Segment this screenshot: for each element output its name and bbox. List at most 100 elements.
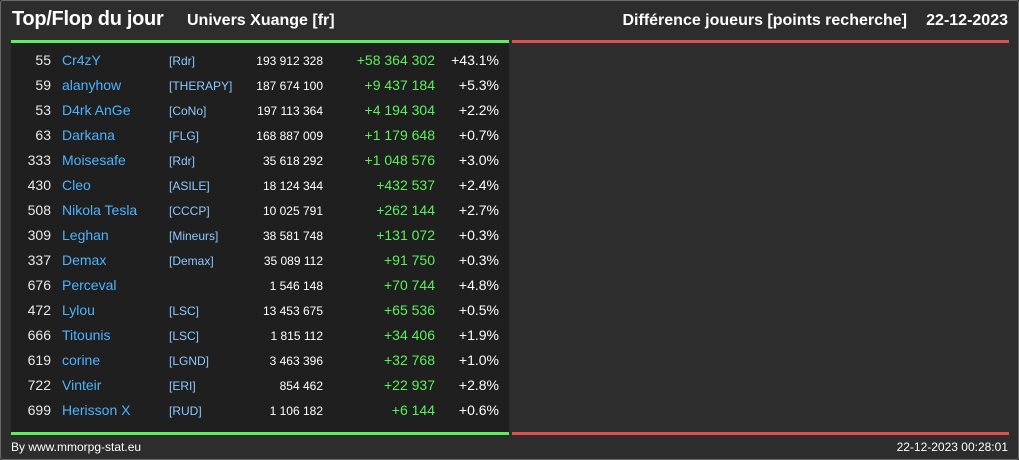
flop-panel-divider: [512, 40, 1009, 43]
top-panel-divider: [11, 40, 509, 43]
player-score: 3 463 396: [269, 354, 323, 368]
percent-change: +2.7%: [458, 202, 499, 218]
score-difference: +1 048 576: [364, 152, 435, 168]
alliance-tag[interactable]: [Rdr]: [169, 54, 196, 68]
player-rank: 53: [35, 102, 51, 118]
list-item: 619 corine [LGND] 3 463 396 +32 768 +1.0%: [11, 348, 509, 373]
list-item: 337 Demax [Demax] 35 089 112 +91 750 +0.3%: [11, 248, 509, 273]
score-difference: +91 750: [384, 252, 435, 268]
alliance-tag[interactable]: [THERAPY]: [169, 79, 233, 93]
score-difference: +262 144: [376, 202, 435, 218]
player-rank: 55: [35, 52, 51, 68]
score-difference: +22 937: [384, 377, 435, 393]
player-rank: 666: [27, 327, 51, 343]
list-item: 430 Cleo [ASILE] 18 124 344 +432 537 +2.4%: [11, 173, 509, 198]
alliance-tag[interactable]: [LGND]: [169, 354, 210, 368]
alliance-tag[interactable]: [CCCP]: [169, 204, 210, 218]
player-rank: 430: [27, 177, 51, 193]
list-item: 699 Herisson X [RUD] 1 106 182 +6 144 +0.6%: [11, 398, 509, 423]
list-item: 676 Perceval 1 546 148 +70 744 +4.8%: [11, 273, 509, 298]
score-difference: +32 768: [384, 352, 435, 368]
top-list: 55 Cr4zY [Rdr] 193 912 328 +58 364 302 +43.1%…: [11, 48, 509, 423]
alliance-tag[interactable]: [Demax]: [169, 254, 214, 268]
player-score: 1 815 112: [270, 329, 324, 343]
percent-change: +1.9%: [458, 327, 499, 343]
alliance-tag[interactable]: [ASILE]: [169, 179, 210, 193]
flop-panel-divider: [512, 432, 1009, 435]
percent-change: +2.8%: [458, 377, 499, 393]
percent-change: +0.3%: [458, 252, 499, 268]
alliance-tag[interactable]: [CoNo]: [169, 104, 207, 118]
top-panel-divider: [11, 432, 509, 435]
score-difference: +9 437 184: [364, 77, 435, 93]
player-name-link[interactable]: Leghan: [62, 227, 109, 243]
player-name-link[interactable]: Darkana: [62, 127, 115, 143]
player-score: 10 025 791: [262, 204, 323, 218]
player-score: 168 887 009: [256, 129, 323, 143]
alliance-tag[interactable]: [Rdr]: [169, 154, 196, 168]
score-difference: +70 744: [384, 277, 435, 293]
player-name-link[interactable]: Cr4zY: [62, 52, 101, 68]
alliance-tag[interactable]: [FLG]: [169, 129, 200, 143]
player-rank: 722: [27, 377, 51, 393]
percent-change: +2.2%: [458, 102, 499, 118]
player-score: 1 106 182: [269, 404, 323, 418]
percent-change: +0.7%: [458, 127, 499, 143]
score-difference: +58 364 302: [356, 52, 435, 68]
player-name-link[interactable]: Lylou: [62, 302, 95, 318]
alliance-tag[interactable]: [RUD]: [169, 404, 202, 418]
player-name-link[interactable]: Moisesafe: [62, 152, 126, 168]
player-score: 1 546 148: [269, 279, 323, 293]
list-item: 53 D4rk AnGe [CoNo] 197 113 364 +4 194 304 +2…: [11, 98, 509, 123]
percent-change: +0.3%: [458, 227, 499, 243]
list-item: 59 alanyhow [THERAPY] 187 674 100 +9 437 184…: [11, 73, 509, 98]
alliance-tag[interactable]: [Mineurs]: [169, 229, 219, 243]
metric-label: Différence joueurs [points recherche]: [622, 12, 907, 29]
player-rank: 472: [27, 302, 51, 318]
list-item: 722 Vinteir [ERI] 854 462 +22 937 +2.8%: [11, 373, 509, 398]
list-item: 508 Nikola Tesla [CCCP] 10 025 791 +262 144 +…: [11, 198, 509, 223]
list-item: 472 Lylou [LSC] 13 453 675 +65 536 +0.5%: [11, 298, 509, 323]
list-item: 666 Titounis [LSC] 1 815 112 +34 406 +1.9%: [11, 323, 509, 348]
score-difference: +6 144: [391, 402, 435, 418]
list-item: 55 Cr4zY [Rdr] 193 912 328 +58 364 302 +43.1%: [11, 48, 509, 73]
player-rank: 337: [27, 252, 51, 268]
widget-title: Top/Flop du jour: [12, 8, 164, 30]
percent-change: +0.5%: [458, 302, 499, 318]
player-name-link[interactable]: alanyhow: [62, 77, 122, 93]
player-score: 854 462: [279, 379, 323, 393]
top-panel: [11, 40, 509, 435]
player-score: 187 674 100: [256, 79, 323, 93]
player-score: 35 089 112: [263, 254, 323, 268]
alliance-tag[interactable]: [ERI]: [169, 379, 196, 393]
player-score: 197 113 364: [257, 104, 323, 118]
universe-label: Univers Xuange [fr]: [187, 12, 335, 29]
player-rank: 699: [27, 402, 51, 418]
header-date: 22-12-2023: [926, 12, 1008, 29]
player-name-link[interactable]: D4rk AnGe: [62, 102, 131, 118]
player-score: 35 618 292: [262, 154, 323, 168]
player-name-link[interactable]: Herisson X: [62, 402, 131, 418]
player-name-link[interactable]: corine: [62, 352, 101, 368]
alliance-tag[interactable]: [LSC]: [169, 304, 200, 318]
score-difference: +34 406: [384, 327, 435, 343]
player-rank: 63: [35, 127, 51, 143]
player-name-link[interactable]: Perceval: [62, 277, 117, 293]
list-item: 309 Leghan [Mineurs] 38 581 748 +131 072 +0.3…: [11, 223, 509, 248]
player-name-link[interactable]: Titounis: [62, 327, 111, 343]
credit-link[interactable]: By www.mmorpg-stat.eu: [11, 440, 142, 454]
footer-timestamp: 22-12-2023 00:28:01: [896, 440, 1008, 454]
player-name-link[interactable]: Demax: [62, 252, 107, 268]
alliance-tag[interactable]: [LSC]: [169, 329, 200, 343]
widget-header: Top/Flop du jour Univers Xuange [fr] Dif…: [1, 1, 1018, 41]
percent-change: +0.6%: [458, 402, 499, 418]
list-item: 333 Moisesafe [Rdr] 35 618 292 +1 048 576 +3.…: [11, 148, 509, 173]
player-rank: 619: [27, 352, 51, 368]
score-difference: +1 179 648: [364, 127, 435, 143]
percent-change: +3.0%: [458, 152, 499, 168]
player-name-link[interactable]: Nikola Tesla: [62, 202, 138, 218]
player-name-link[interactable]: Vinteir: [62, 377, 102, 393]
player-rank: 508: [27, 202, 51, 218]
player-name-link[interactable]: Cleo: [62, 177, 91, 193]
flop-panel: [512, 40, 1009, 435]
